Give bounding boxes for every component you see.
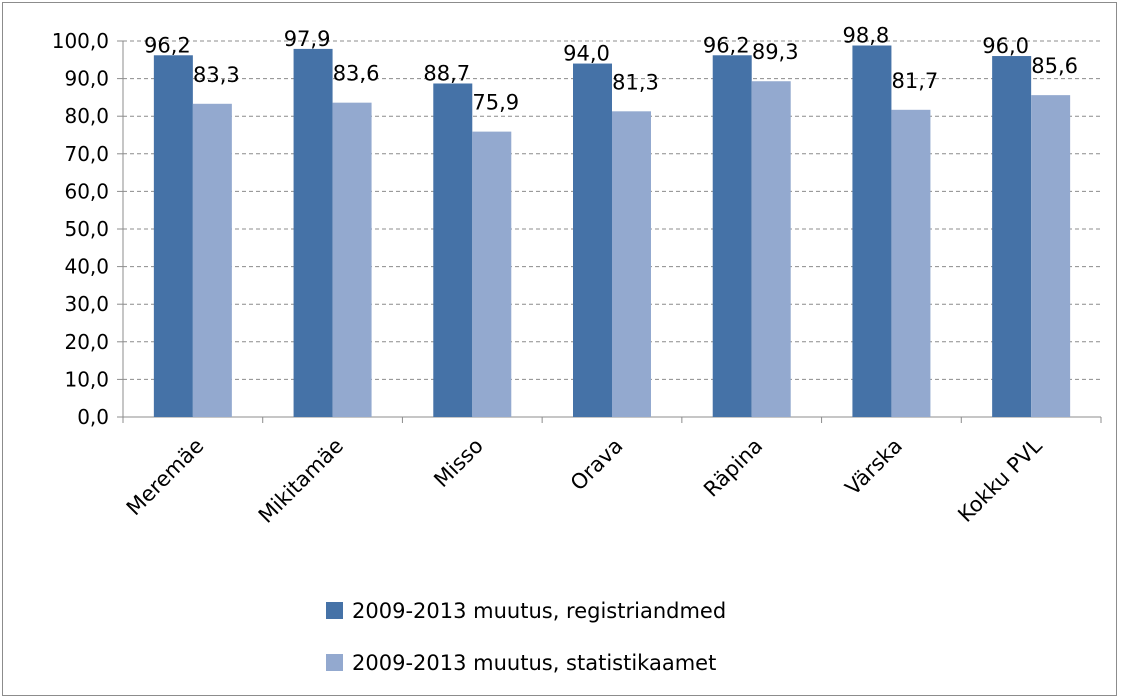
data-label-statistikaamet: 75,9 [472, 91, 519, 115]
category-label: Misso [429, 434, 487, 492]
category-label: Kokku PVL [953, 433, 1047, 527]
y-tick-label: 0,0 [77, 405, 109, 429]
legend-swatch-registriandmed [326, 602, 343, 619]
category-label: Mikitamäe [254, 434, 348, 528]
bar-registriandmed [852, 45, 892, 418]
data-label-registriandmed: 97,9 [284, 27, 331, 51]
bar-registriandmed [293, 48, 333, 418]
bar-registriandmed [433, 83, 473, 417]
data-label-registriandmed: 96,2 [703, 33, 750, 57]
category-label: Värska [841, 434, 907, 500]
data-label-registriandmed: 96,2 [144, 33, 191, 57]
category-label: Meremäe [122, 434, 209, 521]
data-label-statistikaamet: 83,6 [333, 62, 380, 86]
data-label-statistikaamet: 89,3 [752, 40, 799, 64]
data-label-statistikaamet: 81,3 [612, 70, 659, 94]
y-tick-label: 60,0 [64, 179, 109, 203]
category-label: Orava [566, 434, 628, 496]
legend-swatch-statistikaamet [326, 654, 343, 671]
data-label-registriandmed: 88,7 [423, 61, 470, 85]
y-tick-label: 30,0 [64, 292, 109, 316]
bar-statistikaamet [332, 102, 372, 417]
bar-statistikaamet [751, 81, 791, 418]
data-label-statistikaamet: 85,6 [1031, 54, 1078, 78]
y-tick-label: 10,0 [64, 367, 109, 391]
bar-statistikaamet [1031, 95, 1071, 418]
y-tick-label: 20,0 [64, 330, 109, 354]
y-tick-label: 70,0 [64, 142, 109, 166]
legend-label-registriandmed: 2009-2013 muutus, registriandmed [352, 599, 726, 623]
bar-registriandmed [573, 63, 612, 418]
data-label-registriandmed: 96,0 [982, 34, 1029, 58]
data-label-registriandmed: 94,0 [563, 42, 610, 66]
data-label-statistikaamet: 83,3 [193, 63, 240, 87]
bar-registriandmed [153, 55, 193, 418]
bar-statistikaamet [192, 103, 232, 418]
bar-registriandmed [992, 56, 1032, 417]
bar-registriandmed [712, 55, 752, 418]
category-label: Räpina [699, 434, 767, 502]
y-tick-label: 90,0 [64, 67, 109, 91]
bar-statistikaamet [612, 111, 651, 417]
y-tick-label: 50,0 [64, 217, 109, 241]
y-tick-label: 100,0 [52, 29, 109, 53]
y-tick-label: 80,0 [64, 104, 109, 128]
data-label-registriandmed: 98,8 [843, 24, 890, 48]
bar-statistikaamet [472, 131, 512, 417]
bar-statistikaamet [891, 109, 931, 418]
y-tick-label: 40,0 [64, 255, 109, 279]
data-label-statistikaamet: 81,7 [892, 69, 939, 93]
legend-label-statistikaamet: 2009-2013 muutus, statistikaamet [352, 651, 716, 675]
